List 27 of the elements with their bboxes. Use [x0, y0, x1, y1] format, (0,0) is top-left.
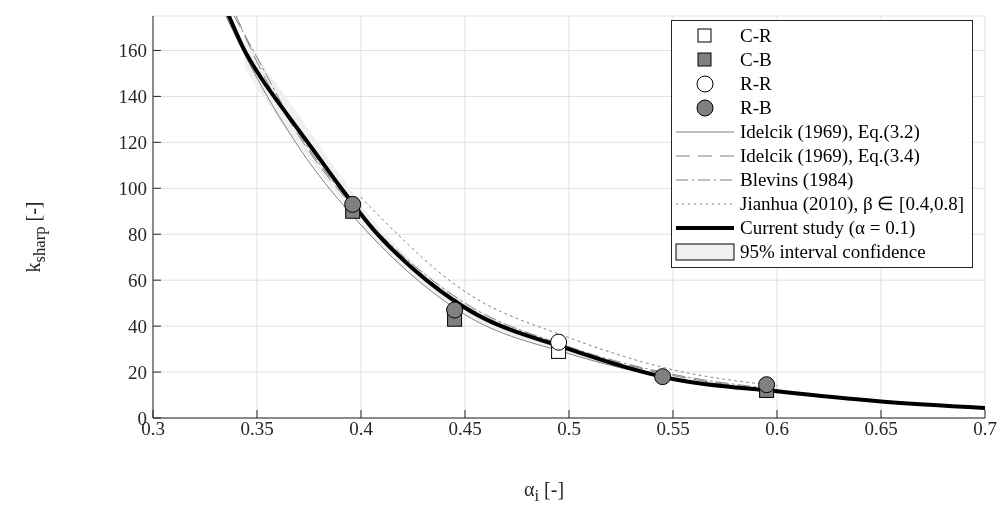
legend-label: C-R	[739, 24, 772, 48]
y-tick-label: 60	[128, 269, 147, 291]
y-tick-label: 80	[128, 223, 147, 245]
y-tick-label: 100	[118, 178, 147, 200]
legend-label: Jianhua (2010), β ∈ [0.4,0.8]	[739, 192, 964, 216]
legend-label: Blevins (1984)	[739, 168, 854, 192]
x-tick-label: 0.6	[765, 418, 789, 440]
x-tick-label: 0.5	[557, 418, 581, 440]
legend-label: C-B	[739, 48, 772, 72]
legend-label: Idelcik (1969), Eq.(3.2)	[739, 120, 920, 144]
legend-label: R-R	[739, 72, 772, 96]
y-tick-label: 160	[118, 40, 147, 62]
x-tick-label: 0.65	[864, 418, 898, 440]
x-tick-label: 0.7	[973, 418, 997, 440]
y-tick-label: 20	[128, 361, 147, 383]
x-tick-label: 0.55	[656, 418, 690, 440]
x-axis-title: α$_{i}$ [-]	[522, 478, 566, 506]
x-tick-label: 0.35	[240, 418, 274, 440]
y-tick-label: 140	[118, 86, 147, 108]
y-tick-label: 120	[118, 132, 147, 154]
legend-label: R-B	[739, 96, 772, 120]
x-tick-label: 0.4	[349, 418, 374, 440]
x-tick-label: 0.45	[448, 418, 482, 440]
y-tick-label: 40	[128, 315, 147, 337]
legend-label: Current study (α = 0.1)	[739, 216, 916, 240]
legend-label: Idelcik (1969), Eq.(3.4)	[739, 144, 920, 168]
annotation: 95% interval confidence	[739, 240, 926, 264]
